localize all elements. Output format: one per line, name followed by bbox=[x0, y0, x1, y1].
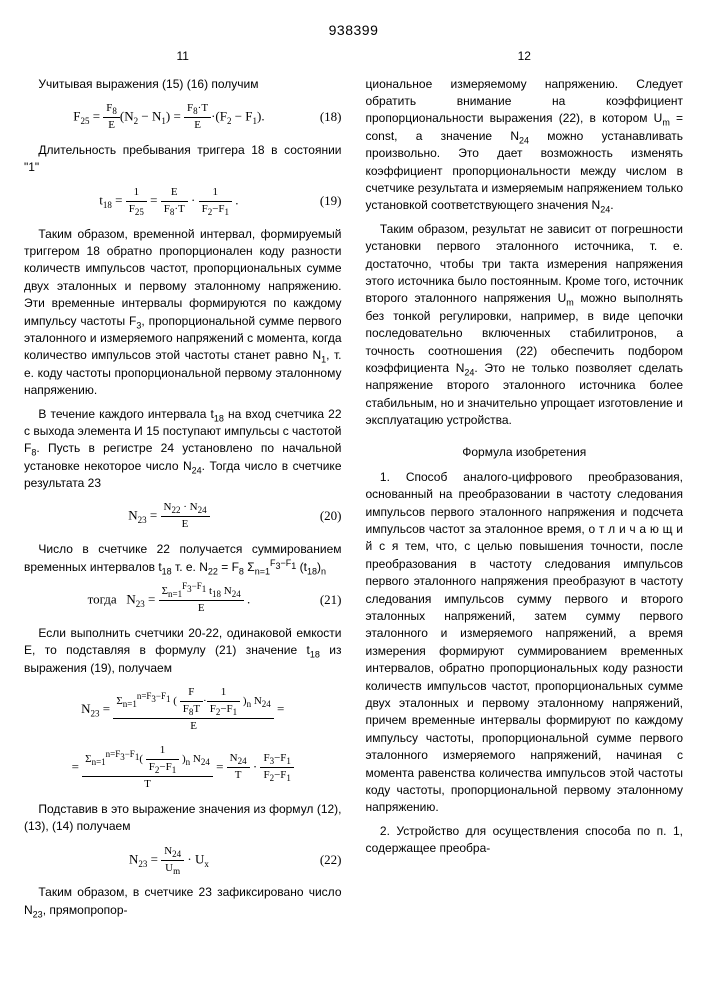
formula-number: (20) bbox=[320, 507, 342, 526]
claim-1: 1. Способ аналого-цифрового преобразован… bbox=[366, 469, 684, 817]
formula-18: F25 = F8E(N2 − N1) = F8·TE·(F2 − F1). (1… bbox=[24, 101, 342, 134]
formula-body: тогда N23 = Σn=1F3−F1 t18 N24E . bbox=[24, 584, 314, 617]
para: Учитывая выражения (15) (16) получим bbox=[24, 76, 342, 93]
formula-body: t18 = 1F25 = EF8·T · 1F2−F1 . bbox=[24, 185, 314, 218]
left-page-number: 11 bbox=[24, 48, 342, 65]
formula-21: тогда N23 = Σn=1F3−F1 t18 N24E . (21) bbox=[24, 584, 342, 617]
right-column: 12 циональное измеряемому напряжению. Сл… bbox=[366, 48, 684, 925]
formula-21b: = Σn=1n=F3−F1( 1F2−F1 )n N24T = N24T · F… bbox=[24, 743, 342, 793]
formula-body: F25 = F8E(N2 − N1) = F8·TE·(F2 − F1). bbox=[24, 101, 314, 134]
formula-22: N23 = N24Um · Ux (22) bbox=[24, 844, 342, 877]
two-column-layout: 11 Учитывая выражения (15) (16) получим … bbox=[24, 48, 683, 925]
patent-number: 938399 bbox=[24, 20, 683, 40]
para: Таким образом, временной интервал, форми… bbox=[24, 226, 342, 400]
para: Таким образом, в счетчике 23 зафиксирова… bbox=[24, 884, 342, 919]
formula-body: N23 = Σn=1n=F3−F1 ( FF8T·1F2−F1 )n N24E … bbox=[24, 685, 342, 735]
claim-2: 2. Устройство для осуществления способа … bbox=[366, 823, 684, 858]
para: Число в счетчике 22 получается суммирова… bbox=[24, 541, 342, 576]
left-column: 11 Учитывая выражения (15) (16) получим … bbox=[24, 48, 342, 925]
formula-number: (18) bbox=[320, 108, 342, 127]
formula-number: (22) bbox=[320, 851, 342, 870]
section-title: Формула изобретения bbox=[366, 444, 684, 461]
formula-number: (19) bbox=[320, 192, 342, 211]
right-page-number: 12 bbox=[366, 48, 684, 65]
para: Длительность пребывания триггера 18 в со… bbox=[24, 142, 342, 177]
formula-20: N23 = N22 · N24E (20) bbox=[24, 500, 342, 533]
formula-body: N23 = N24Um · Ux bbox=[24, 844, 314, 877]
formula-body: N23 = N22 · N24E bbox=[24, 500, 314, 533]
para: Таким образом, результат не зависит от п… bbox=[366, 221, 684, 430]
formula-number: (21) bbox=[320, 591, 342, 610]
para: циональное измеряемому напряжению. Следу… bbox=[366, 76, 684, 215]
para: В течение каждого интервала t18 на вход … bbox=[24, 406, 342, 493]
formula-19: t18 = 1F25 = EF8·T · 1F2−F1 . (19) bbox=[24, 185, 342, 218]
formula-21a: N23 = Σn=1n=F3−F1 ( FF8T·1F2−F1 )n N24E … bbox=[24, 685, 342, 735]
formula-body: = Σn=1n=F3−F1( 1F2−F1 )n N24T = N24T · F… bbox=[24, 743, 342, 793]
para: Подставив в это выражение значения из фо… bbox=[24, 801, 342, 836]
para: Если выполнить счетчики 20-22, одинаково… bbox=[24, 625, 342, 677]
